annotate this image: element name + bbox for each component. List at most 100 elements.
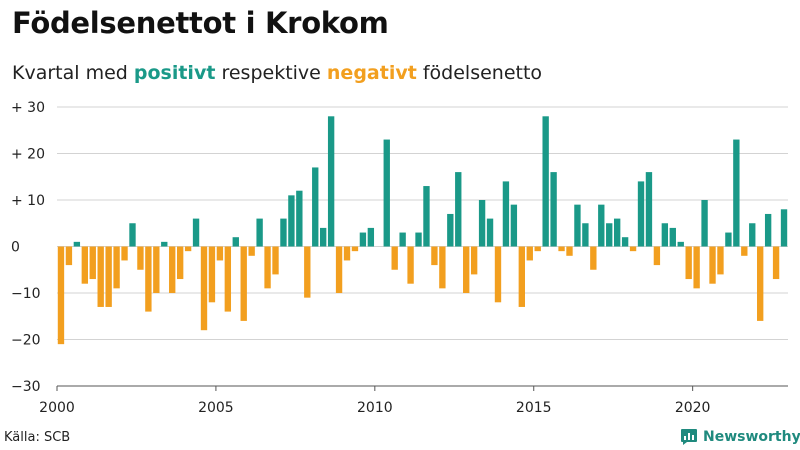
bar-negative: [534, 246, 541, 252]
bar-positive: [359, 232, 367, 247]
y-tick-label: + 20: [11, 147, 45, 163]
bar-negative: [81, 246, 88, 284]
y-tick-label: 0: [11, 240, 20, 256]
bar-negative: [566, 246, 573, 256]
bar-positive: [725, 232, 732, 247]
bar-negative: [145, 246, 152, 312]
bar-positive: [645, 172, 653, 247]
bar-positive: [383, 139, 390, 247]
bar-negative: [629, 246, 637, 252]
bar-negative: [717, 246, 724, 275]
bar-negative: [653, 246, 661, 266]
bar-negative: [709, 246, 716, 284]
chart-title: Födelsenettot i Krokom: [12, 6, 389, 40]
bar-positive: [486, 218, 494, 247]
bar-negative: [208, 246, 216, 303]
bar-positive: [780, 209, 788, 247]
bar-negative: [105, 246, 112, 307]
bar-negative: [343, 246, 351, 261]
bar-positive: [613, 218, 621, 247]
x-tick-label: 2005: [198, 400, 234, 416]
source-note: Källa: SCB: [4, 430, 71, 445]
bar-negative: [264, 246, 271, 289]
bar-positive: [701, 200, 708, 247]
bar-negative: [113, 246, 120, 289]
bar-positive: [288, 195, 295, 247]
bar-positive: [733, 139, 740, 247]
bar-negative: [526, 246, 533, 261]
bar-positive: [415, 232, 422, 247]
bar-positive: [478, 200, 486, 247]
bar-negative: [431, 246, 438, 266]
bar-positive: [192, 218, 200, 247]
bar-negative: [169, 246, 176, 293]
y-tick-label: + 10: [11, 193, 45, 209]
x-tick-label: 2000: [39, 400, 75, 416]
bar-negative: [439, 246, 446, 289]
bar-positive: [677, 241, 684, 247]
bar-chart: + 30 + 20 + 10 0 −10 −20 −30 2000 2005 2010 2015 20…: [11, 100, 788, 416]
bar-positive: [447, 213, 454, 247]
bar-positive: [423, 186, 430, 247]
bar-negative: [304, 246, 311, 298]
y-tick-label: + 30: [11, 100, 45, 116]
y-tick-label: −30: [11, 379, 41, 395]
subtitle-text-start: Kvartal med: [12, 62, 134, 84]
bar-negative: [335, 246, 343, 293]
bar-negative: [741, 246, 748, 256]
bar-positive: [510, 204, 518, 247]
bar-positive: [574, 204, 581, 247]
bar-positive: [312, 167, 319, 247]
bar-negative: [391, 246, 398, 270]
bar-negative: [351, 246, 359, 252]
bar-negative: [407, 246, 414, 284]
bar-positive: [327, 116, 335, 247]
bar-negative: [248, 246, 255, 256]
bar-positive: [399, 232, 406, 247]
bar-negative: [176, 246, 184, 280]
bar-positive: [582, 223, 589, 247]
bar-positive: [320, 227, 327, 247]
x-tick-label: 2010: [357, 400, 393, 416]
bar-positive: [455, 172, 462, 247]
bar-negative: [153, 246, 160, 293]
bar-positive: [129, 223, 136, 247]
brand-name: Newsworthy: [703, 429, 800, 445]
bar-positive: [256, 218, 263, 247]
bar-positive: [542, 116, 549, 247]
subtitle-text-middle: respektive: [215, 62, 327, 84]
bar-negative: [121, 246, 128, 261]
bar-negative: [97, 246, 104, 307]
bar-negative: [685, 246, 692, 280]
bar-positive: [367, 227, 375, 247]
bar-negative: [470, 246, 478, 275]
brand-logo: Newsworthy: [680, 426, 800, 448]
bar-positive: [73, 241, 81, 247]
bar-negative: [272, 246, 279, 275]
bar-negative: [224, 246, 232, 312]
bar-negative: [590, 246, 597, 270]
subtitle-negative-word: negativt: [326, 62, 417, 84]
bar-negative: [137, 246, 144, 270]
bar-positive: [598, 204, 605, 247]
bar-positive: [232, 237, 239, 247]
bar-negative: [57, 246, 65, 345]
bar-positive: [749, 223, 756, 247]
bar-negative: [184, 246, 192, 252]
bar-positive: [637, 181, 645, 247]
bar-negative: [240, 246, 247, 321]
bar-positive: [280, 218, 287, 247]
bar-negative: [65, 246, 73, 266]
bar-negative: [772, 246, 780, 280]
bar-negative: [558, 246, 565, 252]
bar-negative: [216, 246, 224, 261]
bar-negative: [494, 246, 502, 303]
bar-negative: [518, 246, 525, 307]
subtitle-text-end: födelsenetto: [416, 62, 543, 84]
bar-positive: [669, 227, 676, 247]
bar-negative: [463, 246, 470, 293]
bar-positive: [502, 181, 510, 247]
bar-positive: [296, 190, 303, 247]
bar-negative: [89, 246, 96, 280]
bar-negative: [200, 246, 208, 331]
